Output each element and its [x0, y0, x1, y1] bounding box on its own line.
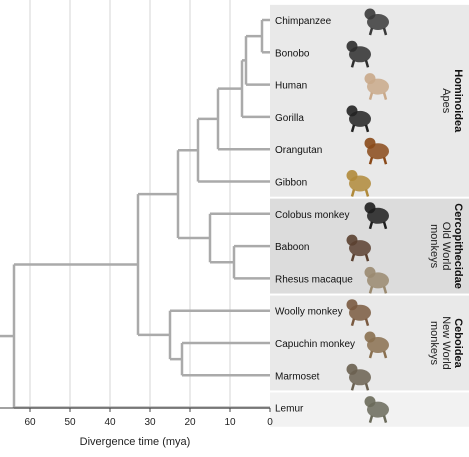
leaf-label-woolly: Woolly monkey — [275, 307, 343, 318]
clade-description: New World — [440, 316, 452, 370]
tick-label: 60 — [24, 417, 36, 428]
chimpanzee-icon — [364, 8, 389, 36]
leaf-label-rhesus: Rhesus macaque — [275, 274, 353, 285]
species-leaves: Chimpanzee Bonobo Human Gorilla Orangutan Gib… — [275, 8, 389, 423]
tick-label: 50 — [64, 417, 76, 428]
gibbon-icon — [346, 170, 371, 197]
leaf-label-lemur: Lemur — [275, 404, 304, 415]
leaf-label-baboon: Baboon — [275, 242, 309, 253]
axis-title: Divergence time (mya) — [80, 436, 191, 448]
leaf-label-chimpanzee: Chimpanzee — [275, 16, 332, 27]
clade-name: Cercopithecidae — [452, 203, 464, 289]
tree-branches — [0, 18, 270, 409]
tick-label: 0 — [267, 417, 273, 428]
clade-description: monkeys — [428, 224, 440, 269]
clade-name: Ceboidea — [452, 318, 464, 368]
colobus-monkey-icon — [364, 202, 389, 230]
woolly-monkey-icon — [346, 299, 371, 327]
rhesus-macaque-icon — [364, 266, 389, 294]
time-axis: Divergence time (mya) 60 50 40 30 20 10 0 — [0, 407, 273, 448]
bonobo-icon — [346, 40, 371, 68]
leaf-label-capuchin: Capuchin monkey — [275, 339, 355, 350]
leaf-label-gibbon: Gibbon — [275, 178, 307, 189]
tick-label: 20 — [184, 417, 196, 428]
leaf-label-human: Human — [275, 81, 307, 92]
clade-band-hominoidea — [270, 4, 469, 197]
orangutan-icon — [364, 137, 389, 165]
baboon-icon — [346, 234, 371, 262]
tick-label: 10 — [224, 417, 236, 428]
time-gridlines — [29, 0, 231, 408]
capuchin-monkey-icon — [364, 331, 389, 359]
gorilla-icon — [346, 105, 371, 133]
clade-name: Hominoidea — [452, 69, 464, 133]
clade-description: Apes — [440, 88, 452, 114]
tick-label: 40 — [104, 417, 116, 428]
human-icon — [364, 73, 389, 100]
lemur-icon — [364, 396, 389, 423]
marmoset-icon — [346, 363, 371, 391]
leaf-label-colobus: Colobus monkey — [275, 210, 349, 221]
tick-label: 30 — [144, 417, 156, 428]
clade-description: Old World — [440, 222, 452, 271]
leaf-label-gorilla: Gorilla — [275, 113, 304, 124]
leaf-label-orangutan: Orangutan — [275, 145, 322, 156]
leaf-label-marmoset: Marmoset — [275, 371, 320, 382]
clade-description: monkeys — [428, 321, 440, 366]
leaf-label-bonobo: Bonobo — [275, 48, 310, 59]
